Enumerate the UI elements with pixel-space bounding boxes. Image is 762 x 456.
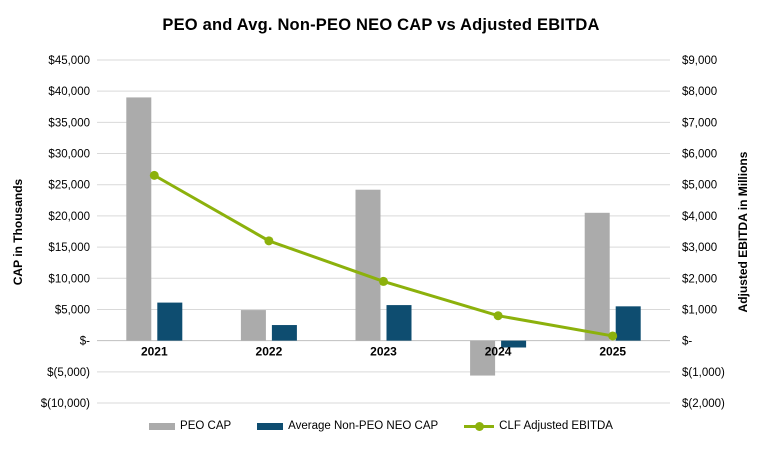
left-axis-tick-label: $15,000: [48, 242, 90, 254]
right-axis-tick-label: $5,000: [682, 180, 717, 192]
right-axis-tick-label: $3,000: [682, 242, 717, 254]
x-axis-label: 2021: [141, 345, 168, 359]
bar-average-non-peo-neo-cap: [386, 305, 412, 341]
chart-legend: PEO CAP Average Non-PEO NEO CAP CLF Adju…: [0, 414, 762, 438]
clf-adjusted-ebitda-swatch: [464, 421, 495, 431]
avg-non-peo-neo-cap-swatch: [257, 422, 284, 430]
left-axis-tick-label: $(5,000): [47, 367, 90, 379]
bar-average-non-peo-neo-cap: [157, 302, 183, 341]
right-axis-tick-label: $4,000: [682, 211, 717, 223]
legend-item-clf-adjusted-ebitda: CLF Adjusted EBITDA: [464, 420, 613, 432]
ebitda-line-marker: [264, 236, 274, 246]
left-axis-tick-label: $20,000: [48, 211, 90, 223]
right-axis-tick-label: $6,000: [682, 149, 717, 161]
bar-peo-cap: [355, 189, 381, 341]
ebitda-line-marker: [149, 170, 159, 180]
right-axis-tick-label: $8,000: [682, 86, 717, 98]
x-axis-label: 2025: [599, 345, 626, 359]
chart-title: PEO and Avg. Non-PEO NEO CAP vs Adjusted…: [162, 16, 600, 34]
x-axis-label: 2022: [256, 345, 283, 359]
bar-average-non-peo-neo-cap: [615, 306, 641, 341]
peo-cap-swatch: [149, 422, 176, 430]
right-axis-tick-label: $7,000: [682, 117, 717, 129]
left-axis-tick-label: $10,000: [48, 273, 90, 285]
right-axis-tick-label: $-: [682, 336, 692, 348]
left-axis-tick-label: $30,000: [48, 149, 90, 161]
left-axis-tick-label: $35,000: [48, 117, 90, 129]
right-axis-tick-label: $(2,000): [682, 398, 725, 410]
right-axis-tick-label: $1,000: [682, 304, 717, 316]
legend-item-peo-cap: PEO CAP: [149, 420, 231, 432]
left-axis-tick-label: $5,000: [55, 304, 90, 316]
left-axis-tick-label: $45,000: [48, 55, 90, 67]
bar-average-non-peo-neo-cap: [271, 325, 297, 341]
left-axis-tick-label: $(10,000): [41, 398, 90, 410]
legend-label: Average Non-PEO NEO CAP: [288, 420, 439, 432]
bar-peo-cap: [470, 340, 496, 376]
ebitda-line-marker: [608, 331, 618, 341]
ebitda-line-marker: [379, 276, 388, 286]
left-axis-tick-label: $25,000: [48, 180, 90, 192]
ebitda-line-marker: [493, 311, 503, 321]
bar-average-non-peo-neo-cap: [501, 340, 527, 348]
left-axis-tick-label: $40,000: [48, 86, 90, 98]
legend-label: PEO CAP: [180, 420, 232, 432]
right-axis-tick-label: $(1,000): [682, 367, 725, 379]
x-axis-label: 2024: [485, 345, 512, 359]
right-axis-tick-label: $2,000: [682, 273, 717, 285]
ebitda-line: [153, 174, 613, 338]
legend-label: CLF Adjusted EBITDA: [499, 420, 613, 432]
bar-peo-cap: [584, 212, 610, 341]
left-axis-tick-label: $-: [80, 336, 90, 348]
bar-peo-cap: [240, 310, 266, 341]
legend-item-avg-non-peo-neo-cap: Average Non-PEO NEO CAP: [257, 420, 438, 432]
line-swatch-marker: [474, 421, 484, 431]
right-axis-tick-label: $9,000: [682, 55, 717, 67]
bar-peo-cap: [126, 97, 152, 341]
x-axis-label: 2023: [370, 345, 397, 359]
